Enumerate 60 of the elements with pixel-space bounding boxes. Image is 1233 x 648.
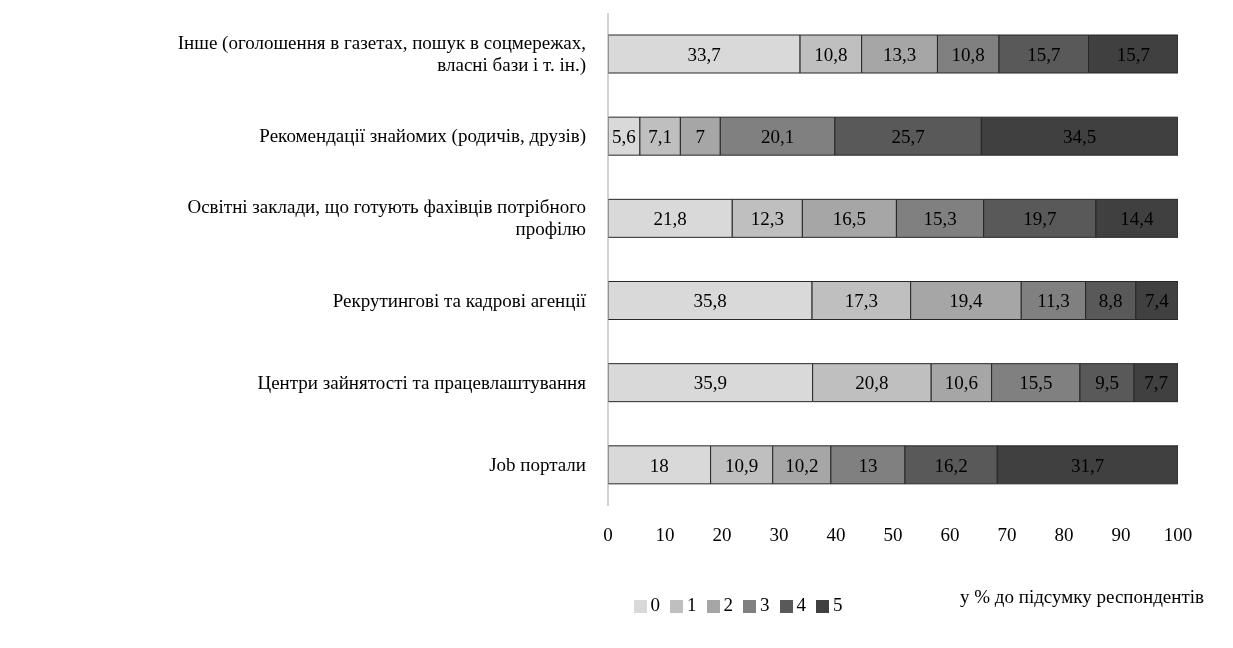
y-tick-label: Центри зайнятості та працевлаштування — [257, 371, 587, 393]
data-label: 20,8 — [855, 372, 889, 394]
data-label: 16,5 — [832, 208, 867, 230]
data-label: 7,1 — [648, 125, 673, 147]
legend-label: 3 — [760, 594, 770, 615]
data-label: 7,4 — [1145, 290, 1170, 312]
data-label: 31,7 — [1071, 454, 1105, 476]
data-label: 7,7 — [1144, 372, 1168, 394]
data-label: 15,7 — [1027, 43, 1061, 65]
data-label: 15,7 — [1116, 43, 1150, 65]
y-tick-label: Job портали — [489, 453, 586, 475]
legend-label: 1 — [687, 594, 697, 615]
data-label: 17,3 — [844, 290, 878, 312]
data-label: 14,4 — [1120, 208, 1155, 230]
x-tick-label: 70 — [997, 524, 1017, 546]
x-tick-label: 80 — [1054, 524, 1074, 546]
x-tick-label: 100 — [1163, 524, 1193, 546]
data-label: 34,5 — [1063, 125, 1097, 147]
data-label: 9,5 — [1095, 372, 1119, 394]
data-label: 7 — [695, 125, 706, 147]
data-label: 5,6 — [612, 125, 636, 147]
data-label: 15,3 — [923, 208, 957, 230]
x-tick-label: 40 — [826, 524, 846, 546]
data-label: 21,8 — [653, 208, 687, 230]
y-tick-label: Рекомендації знайомих (родичів, друзів) — [259, 125, 586, 148]
y-tick-label: Інше (оголошення в газетах, пошук в соцмережах, власні бази і т. ін.) — [177, 32, 586, 77]
legend-label: 5 — [833, 594, 843, 615]
data-label: 10,9 — [725, 454, 759, 476]
legend-label: 0 — [650, 594, 660, 615]
data-label: 35,8 — [693, 290, 727, 312]
data-label: 10,8 — [814, 43, 848, 65]
data-label: 18 — [649, 454, 669, 476]
data-label: 15,5 — [1019, 372, 1053, 394]
x-tick-label: 60 — [940, 524, 960, 546]
data-label: 8,8 — [1098, 290, 1123, 312]
data-label: 12,3 — [750, 208, 784, 230]
y-tick-label: Рекрутингові та кадрові агенції — [332, 289, 587, 311]
data-label: 10,6 — [944, 372, 979, 394]
data-label: 13 — [858, 454, 878, 476]
x-tick-label: 10 — [655, 524, 675, 546]
data-label: 13,3 — [882, 43, 917, 65]
data-label: 19,4 — [949, 290, 984, 312]
data-label: 11,3 — [1037, 290, 1070, 312]
data-label: 25,7 — [891, 125, 925, 147]
x-tick-label: 30 — [769, 524, 789, 546]
x-tick-label: 50 — [883, 524, 903, 546]
data-label: 19,7 — [1023, 208, 1057, 230]
legend-label: 2 — [723, 594, 733, 615]
x-tick-label: 20 — [712, 524, 732, 546]
data-label: 20,1 — [760, 125, 795, 147]
data-label: 16,2 — [934, 454, 968, 476]
x-axis-title: у % до підсумку респондентів — [959, 586, 1204, 608]
data-label: 33,7 — [687, 43, 721, 65]
y-tick-label: Освітні заклади, що готують фахівців потрібного профілю — [187, 196, 586, 240]
data-label: 35,9 — [693, 372, 727, 394]
x-tick-label: 90 — [1111, 524, 1131, 546]
data-label: 10,2 — [785, 454, 819, 476]
data-label: 10,8 — [951, 43, 985, 65]
legend-label: 4 — [796, 594, 806, 615]
x-tick-label: 0 — [603, 524, 613, 546]
